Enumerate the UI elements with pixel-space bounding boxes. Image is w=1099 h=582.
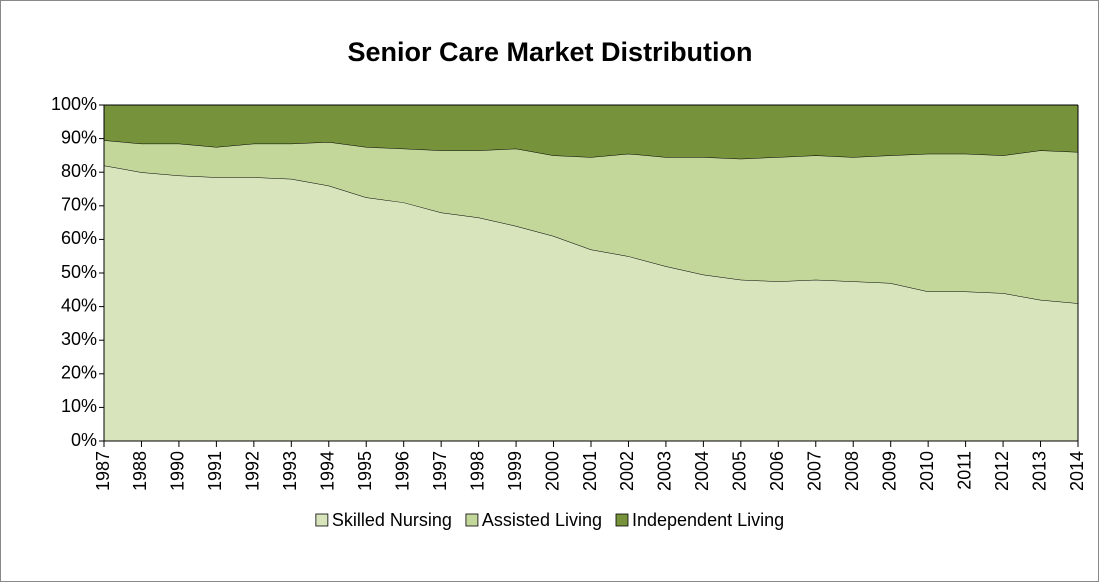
y-tick-label: 40% (61, 295, 97, 315)
x-tick-label: 1988 (130, 451, 150, 491)
x-tick-label: 2000 (542, 451, 562, 491)
area (104, 140, 1078, 304)
y-tick-label: 0% (71, 430, 97, 450)
area (104, 165, 1078, 442)
chart-title: Senior Care Market Distribution (347, 37, 752, 67)
x-tick-label: 2013 (1029, 451, 1049, 491)
y-tick-label: 70% (61, 195, 97, 215)
x-tick-label: 2004 (692, 451, 712, 491)
x-tick-label: 1997 (430, 451, 450, 491)
y-tick-label: 60% (61, 228, 97, 248)
x-tick-label: 1995 (355, 451, 375, 491)
x-tick-label: 2014 (1067, 451, 1087, 491)
y-tick-label: 30% (61, 329, 97, 349)
x-tick-label: 2007 (805, 451, 825, 491)
x-tick-label: 1996 (392, 451, 412, 491)
legend-label: Skilled Nursing (332, 510, 452, 530)
legend-label: Assisted Living (482, 510, 602, 530)
x-tick-label: 2008 (842, 451, 862, 491)
x-tick-label: 1992 (243, 451, 263, 491)
y-tick-label: 80% (61, 161, 97, 181)
x-tick-label: 1993 (280, 451, 300, 491)
y-tick-label: 90% (61, 127, 97, 147)
area (104, 105, 1078, 159)
x-tick-label: 2012 (992, 451, 1012, 491)
y-tick-label: 50% (61, 262, 97, 282)
legend-swatch (615, 513, 629, 527)
x-tick-label: 1994 (318, 451, 338, 491)
legend-swatch (465, 513, 479, 527)
x-tick-label: 1987 (93, 451, 113, 491)
x-tick-label: 2011 (954, 451, 974, 490)
legend-label: Independent Living (632, 510, 784, 530)
x-tick-label: 2006 (767, 451, 787, 491)
y-tick-label: 10% (61, 396, 97, 416)
x-tick-label: 1998 (467, 451, 487, 491)
x-tick-label: 1991 (205, 451, 225, 491)
y-tick-label: 20% (61, 363, 97, 383)
x-tick-label: 2005 (730, 451, 750, 491)
legend-swatch (315, 513, 329, 527)
x-tick-label: 2002 (617, 451, 637, 491)
y-tick-label: 100% (51, 94, 97, 114)
legend: Skilled Nursing Assisted Living Independen… (315, 510, 784, 530)
x-tick-label: 1990 (168, 451, 188, 491)
x-tick-label: 1999 (505, 451, 525, 491)
x-tick-label: 2003 (655, 451, 675, 491)
x-tick-label: 2001 (580, 451, 600, 491)
x-tick-label: 2009 (879, 451, 899, 491)
x-tick-label: 2010 (917, 451, 937, 491)
